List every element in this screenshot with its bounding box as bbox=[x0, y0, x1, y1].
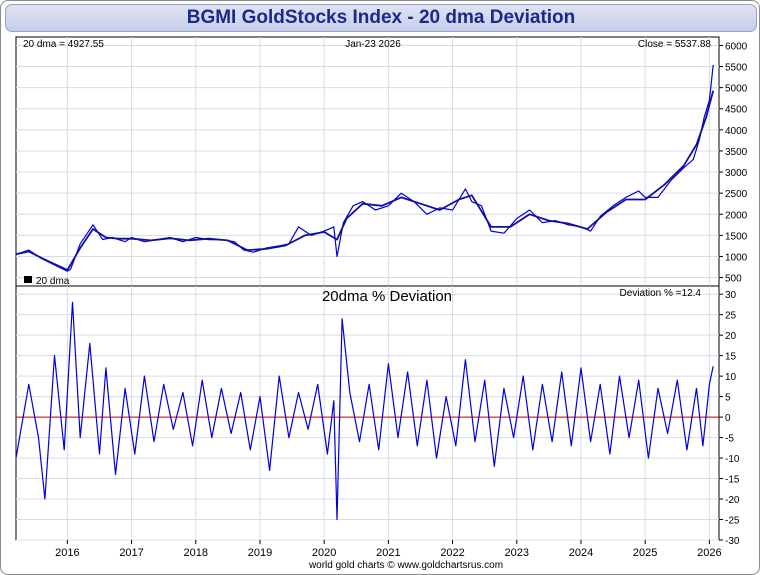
x-tick-label: 2020 bbox=[312, 547, 336, 559]
y-tick-label: 2500 bbox=[725, 189, 748, 200]
footer-credit: world gold charts © www.goldchartsrus.co… bbox=[308, 560, 503, 571]
x-axis: 2016 2017 2018 2019 2020 2021 2022 2023 2024 2025… bbox=[55, 540, 722, 559]
legend-label: 20 dma bbox=[36, 276, 70, 287]
deviation-title: 20dma % Deviation bbox=[322, 288, 452, 305]
deviation-panel bbox=[15, 285, 720, 541]
header-close: Close = 5537.88 bbox=[638, 39, 712, 50]
y-tick-label: -30 bbox=[725, 536, 740, 547]
series-line-20-dma bbox=[15, 90, 715, 271]
y-tick-label: -25 bbox=[725, 516, 740, 527]
x-tick-label: 2025 bbox=[633, 547, 657, 559]
y-tick-label: -15 bbox=[725, 475, 740, 486]
y-tick-label: -20 bbox=[725, 495, 740, 506]
x-tick-label: 2021 bbox=[376, 547, 400, 559]
x-tick-label: 2023 bbox=[505, 547, 529, 559]
y-tick-label: 5 bbox=[725, 393, 731, 404]
header-date: Jan-23 2026 bbox=[345, 39, 401, 50]
x-tick-label: 2018 bbox=[184, 547, 208, 559]
price-grid bbox=[16, 37, 719, 286]
price-series-group bbox=[15, 64, 715, 272]
y-tick-label: 20 bbox=[725, 331, 737, 342]
price-panel bbox=[15, 36, 720, 287]
y-tick-label: 4500 bbox=[725, 105, 748, 116]
y-tick-label: 5000 bbox=[725, 84, 748, 95]
series-line-20dma-deviation bbox=[15, 301, 714, 521]
deviation-value: Deviation % =12.4 bbox=[620, 288, 702, 299]
x-tick-label: 2016 bbox=[55, 547, 79, 559]
y-tick-label: 3500 bbox=[725, 147, 748, 158]
header-20dma: 20 dma = 4927.55 bbox=[23, 39, 104, 50]
y-tick-label: 2000 bbox=[725, 210, 748, 221]
y-tick-label: 10 bbox=[725, 372, 737, 383]
legend-swatch bbox=[24, 276, 32, 283]
y-tick-label: 25 bbox=[725, 311, 737, 322]
y-tick-label: 3000 bbox=[725, 168, 748, 179]
y-tick-label: 6000 bbox=[725, 41, 748, 52]
y-tick-label: 15 bbox=[725, 352, 737, 363]
y-tick-label: 1500 bbox=[725, 231, 748, 242]
y-tick-label: -10 bbox=[725, 454, 740, 465]
y-tick-label: 30 bbox=[725, 290, 737, 301]
deviation-series-group bbox=[15, 301, 714, 521]
y-tick-label: 500 bbox=[725, 274, 742, 285]
deviation-y-axis: -30 -25 -20 -15 -10 -5 0 5 10 15 20 25 30 bbox=[719, 290, 740, 547]
y-tick-label: -5 bbox=[725, 434, 734, 445]
x-tick-label: 2022 bbox=[440, 547, 464, 559]
y-tick-label: 0 bbox=[725, 413, 731, 424]
x-tick-label: 2024 bbox=[569, 547, 593, 559]
x-tick-label: 2026 bbox=[697, 547, 721, 559]
chart-title: BGMI GoldStocks Index - 20 dma Deviation bbox=[5, 4, 757, 32]
x-tick-label: 2017 bbox=[119, 547, 143, 559]
price-y-axis: 500 1000 1500 2000 2500 3000 3500 4000 4500 5000 5… bbox=[719, 41, 748, 285]
y-tick-label: 5500 bbox=[725, 63, 748, 74]
y-tick-label: 1000 bbox=[725, 252, 748, 263]
x-tick-label: 2019 bbox=[248, 547, 272, 559]
y-tick-label: 4000 bbox=[725, 126, 748, 137]
